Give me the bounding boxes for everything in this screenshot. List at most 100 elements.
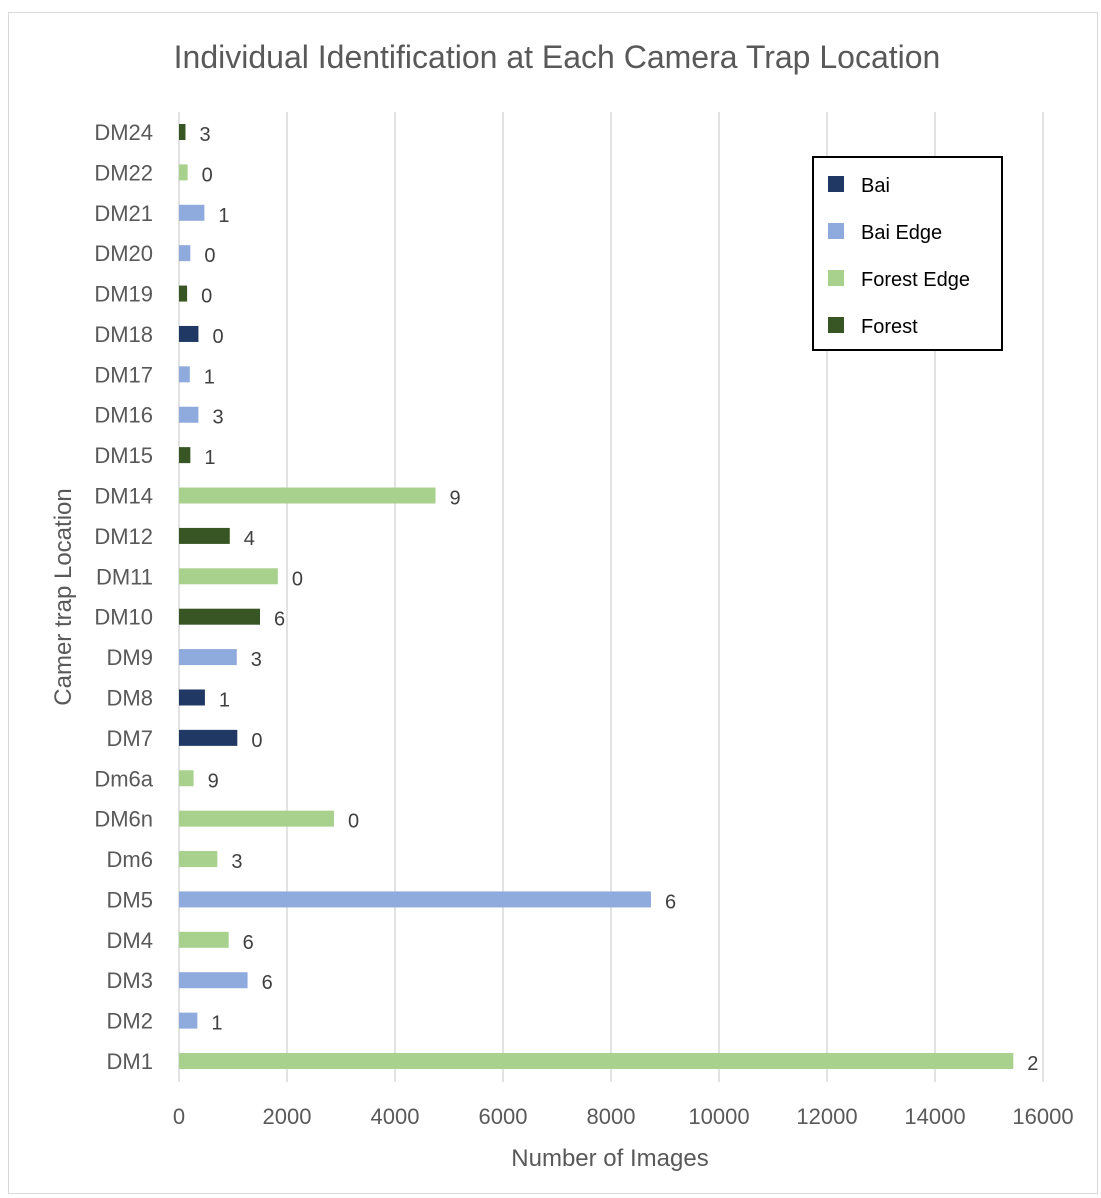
bar-dm12 [179, 527, 230, 544]
data-label: 9 [208, 770, 219, 792]
legend-items: Bai Bai Edge Forest Edge Forest [828, 175, 970, 338]
bar-dm6a [179, 770, 194, 787]
category-labels: DM24 DM22 DM21 DM20 DM19 DM18 DM17 DM16 DM15 DM14… [94, 120, 153, 1074]
category-label: DM8 [107, 685, 153, 710]
category-label: DM4 [107, 928, 153, 953]
bar-dm4 [179, 931, 229, 948]
category-label: DM9 [107, 645, 153, 670]
bar-dm2 [179, 1012, 198, 1029]
bar-dm10 [179, 608, 260, 625]
category-label: DM16 [94, 403, 153, 428]
bar-dm14 [179, 487, 436, 504]
data-label: 0 [202, 164, 213, 186]
data-label: 0 [292, 568, 303, 590]
data-label: 1 [204, 447, 215, 469]
data-label: 0 [212, 326, 223, 348]
x-tick-labels: 0 2000 4000 6000 8000 10000 12000 14000 16000 [173, 1104, 1074, 1129]
category-label: DM15 [94, 443, 153, 468]
data-label: 2 [1027, 1053, 1038, 1075]
data-label: 0 [251, 730, 262, 752]
category-label: DM14 [94, 484, 153, 509]
data-label: 9 [450, 488, 461, 510]
gridlines [178, 112, 1044, 1082]
category-label: DM1 [107, 1049, 153, 1074]
x-axis-title: Number of Images [511, 1145, 708, 1172]
category-label: DM21 [94, 201, 153, 226]
data-label: 3 [231, 851, 242, 873]
bar-dm24 [179, 124, 186, 140]
data-label: 1 [204, 366, 215, 388]
bar-dm18 [179, 325, 199, 342]
bar-dm9 [179, 649, 237, 666]
category-label: DM10 [94, 605, 153, 630]
legend-label: Forest [861, 316, 918, 338]
bars [179, 124, 1014, 1069]
category-label: DM6n [94, 807, 153, 832]
category-label: DM22 [94, 160, 153, 185]
x-tick-label: 4000 [371, 1104, 420, 1129]
data-label: 6 [243, 932, 254, 954]
bar-dm5 [179, 891, 651, 908]
bar-dm17 [179, 366, 190, 383]
category-label: DM2 [107, 1009, 153, 1034]
category-label: DM7 [107, 726, 153, 751]
x-tick-label: 10000 [688, 1104, 749, 1129]
bar-dm3 [179, 972, 248, 989]
data-label: 1 [218, 205, 229, 227]
category-label: DM12 [94, 524, 153, 549]
legend-label: Bai Edge [861, 222, 942, 244]
x-tick-label: 8000 [587, 1104, 636, 1129]
data-label: 0 [348, 811, 359, 833]
data-label: 3 [251, 649, 262, 671]
y-axis-title: Camer trap Location [50, 488, 77, 705]
bar-dm8 [179, 689, 205, 706]
data-label: 3 [199, 124, 210, 146]
data-label: 6 [274, 609, 285, 631]
bar-dm20 [179, 245, 191, 262]
x-tick-label: 16000 [1012, 1104, 1073, 1129]
data-label: 0 [201, 286, 212, 308]
category-label: DM18 [94, 322, 153, 347]
data-label: 1 [219, 689, 230, 711]
category-label: DM11 [96, 564, 153, 589]
category-label: DM24 [94, 120, 153, 145]
bar-dm16 [179, 406, 199, 423]
legend-box [812, 156, 1003, 351]
category-label: DM5 [107, 887, 153, 912]
legend-swatch [828, 176, 844, 192]
x-tick-label: 12000 [796, 1104, 857, 1129]
category-label: DM20 [94, 241, 153, 266]
data-label: 6 [262, 972, 273, 994]
category-label: DM17 [94, 362, 153, 387]
bar-dm19 [179, 285, 188, 302]
x-tick-label: 14000 [904, 1104, 965, 1129]
bar-dm6 [179, 851, 218, 868]
data-label: 0 [204, 245, 215, 267]
legend-label: Forest Edge [861, 269, 970, 291]
category-label: DM19 [94, 282, 153, 307]
bar-dm22 [179, 164, 188, 181]
bar-dm7 [179, 729, 238, 746]
category-label: Dm6 [107, 847, 153, 872]
legend-swatch [828, 270, 844, 286]
legend: Bai Bai Edge Forest Edge Forest [812, 156, 1003, 351]
category-label: DM3 [107, 968, 153, 993]
legend-swatch [828, 223, 844, 239]
data-label: 3 [212, 407, 223, 429]
data-label: 4 [244, 528, 255, 550]
bar-dm6n [179, 810, 334, 827]
legend-swatch [828, 317, 844, 333]
chart-title: Individual Identification at Each Camera… [174, 39, 941, 75]
bar-dm1 [179, 1053, 1014, 1069]
bar-dm11 [179, 568, 278, 585]
data-label: 1 [211, 1013, 222, 1035]
legend-label: Bai [861, 175, 890, 197]
bar-dm21 [179, 204, 205, 221]
x-tick-label: 2000 [263, 1104, 312, 1129]
x-tick-label: 6000 [479, 1104, 528, 1129]
category-label: Dm6a [94, 766, 153, 791]
bar-dm15 [179, 447, 191, 464]
data-label: 6 [665, 891, 676, 913]
